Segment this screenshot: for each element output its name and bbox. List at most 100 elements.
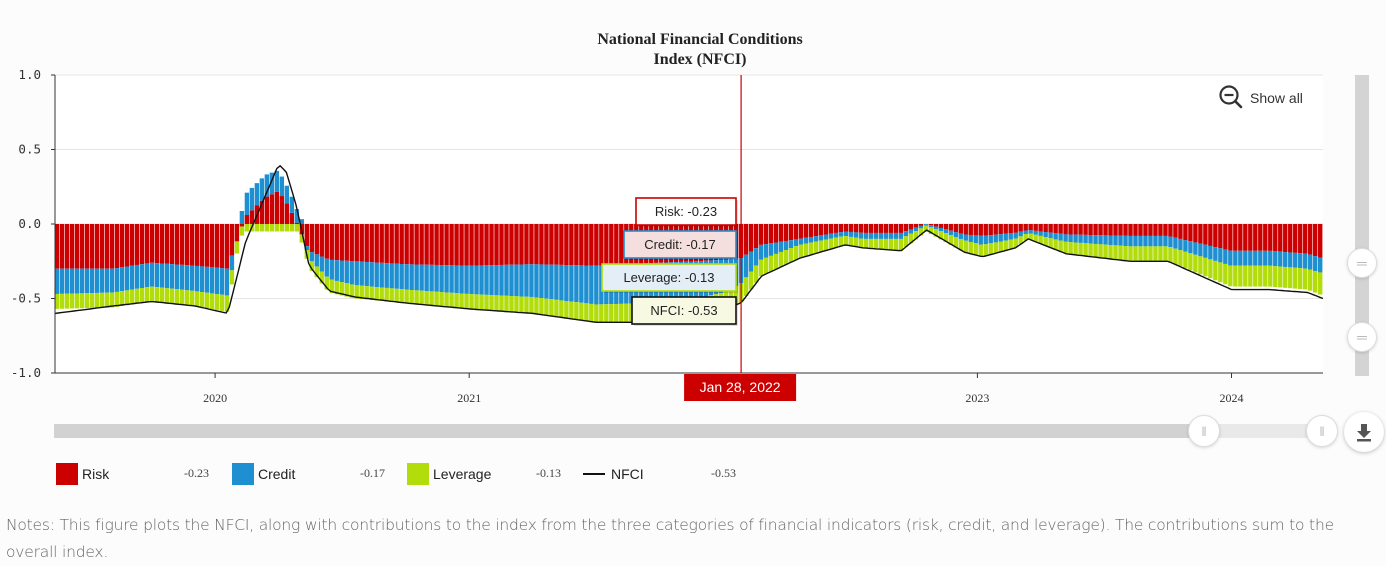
bar-leverage <box>240 226 244 235</box>
bar-credit <box>764 244 768 258</box>
bar-risk <box>559 224 563 265</box>
bar-credit <box>85 269 89 294</box>
bar-risk <box>529 224 533 264</box>
bar-credit <box>819 235 823 240</box>
bar-credit <box>345 261 349 283</box>
grip-icon: ‖ <box>1201 424 1206 439</box>
bar-risk <box>859 224 863 233</box>
bar-credit <box>784 241 788 250</box>
horizontal-scroll-handle-left[interactable]: ‖ <box>1188 415 1220 447</box>
bar-risk <box>1248 224 1252 251</box>
bar-leverage <box>774 254 778 269</box>
grip-icon: ‖ <box>1319 424 1324 439</box>
show-all-button[interactable]: Show all <box>1218 84 1303 110</box>
horizontal-scroll-handle-right[interactable]: ‖ <box>1306 415 1338 447</box>
bar-risk <box>949 224 953 231</box>
legend-item-leverage[interactable]: Leverage <box>407 462 491 486</box>
bar-risk <box>205 224 209 267</box>
bar-risk <box>564 224 568 265</box>
bar-leverage <box>969 242 973 254</box>
bar-credit <box>230 256 234 271</box>
bar-risk <box>1268 224 1272 251</box>
bar-risk <box>95 224 99 269</box>
bar-credit <box>195 266 199 291</box>
bar-leverage <box>829 239 833 249</box>
bar-credit <box>754 248 758 265</box>
bar-credit <box>55 269 59 294</box>
bar-risk <box>544 224 548 265</box>
bar-risk <box>160 224 164 263</box>
bar-leverage <box>1283 267 1287 288</box>
bar-credit <box>1183 240 1187 252</box>
bar-leverage <box>1163 246 1167 261</box>
bar-credit <box>999 234 1003 241</box>
bar-credit <box>1103 235 1107 244</box>
bar-risk <box>1308 224 1312 255</box>
legend-label: Credit <box>258 466 295 482</box>
x-tick-label: 2023 <box>965 391 989 405</box>
bar-risk <box>584 224 588 265</box>
bar-credit <box>559 265 563 300</box>
bar-risk <box>1238 224 1242 251</box>
download-icon <box>1354 422 1374 442</box>
bar-leverage <box>394 289 398 302</box>
bar-risk <box>384 224 388 263</box>
bar-risk <box>275 192 279 224</box>
bar-risk <box>105 224 109 269</box>
bar-leverage <box>484 295 488 310</box>
bar-credit <box>155 263 159 287</box>
bar-leverage <box>834 238 838 248</box>
download-button[interactable] <box>1344 412 1384 452</box>
legend-item-credit[interactable]: Credit <box>232 462 295 486</box>
bar-credit <box>484 265 488 295</box>
bar-risk <box>844 224 848 232</box>
bar-credit <box>275 171 279 192</box>
bar-risk <box>609 224 613 265</box>
bar-credit <box>150 263 154 287</box>
bar-risk <box>524 224 528 264</box>
legend-swatch-leverage <box>407 463 429 485</box>
bar-risk <box>230 224 234 256</box>
bar-risk <box>1253 224 1257 251</box>
bar-credit <box>325 259 329 277</box>
bar-risk <box>1208 224 1212 246</box>
bar-risk <box>884 224 888 233</box>
bar-credit <box>1238 251 1242 266</box>
bar-leverage <box>519 296 523 312</box>
bar-risk <box>939 224 943 228</box>
bar-leverage <box>1183 252 1187 269</box>
bar-risk <box>944 224 948 229</box>
bar-leverage <box>849 237 853 246</box>
bar-leverage <box>799 245 803 258</box>
bar-credit <box>989 235 993 243</box>
bar-risk <box>414 224 418 264</box>
bar-credit <box>220 268 224 295</box>
bar-risk <box>1088 224 1092 235</box>
bar-credit <box>260 178 264 200</box>
legend-item-nfci[interactable]: NFCI <box>583 462 644 486</box>
bar-credit <box>789 240 793 248</box>
horizontal-scroll-range[interactable] <box>54 424 1204 438</box>
legend-item-risk[interactable]: Risk <box>56 462 109 486</box>
legend-value-credit: -0.17 <box>360 466 385 481</box>
bar-credit <box>939 228 943 231</box>
bar-risk <box>1288 224 1292 252</box>
bar-credit <box>899 233 903 239</box>
bar-leverage <box>1298 268 1302 289</box>
vertical-scroll-handle-top[interactable]: ═ <box>1347 248 1377 278</box>
bar-risk <box>1298 224 1302 253</box>
tooltip-text-credit: Credit: -0.17 <box>644 237 716 252</box>
bar-risk <box>145 224 149 263</box>
bar-credit <box>350 261 354 284</box>
bar-credit <box>1278 252 1282 267</box>
bar-credit <box>1283 252 1287 267</box>
bar-credit <box>454 265 458 293</box>
bar-credit <box>355 261 359 285</box>
bar-risk <box>180 224 184 265</box>
bar-risk <box>280 196 284 224</box>
vertical-scroll-handle-bottom[interactable]: ═ <box>1347 322 1377 352</box>
bar-risk <box>789 224 793 240</box>
bar-leverage <box>1293 268 1297 289</box>
bar-credit <box>1113 236 1117 246</box>
